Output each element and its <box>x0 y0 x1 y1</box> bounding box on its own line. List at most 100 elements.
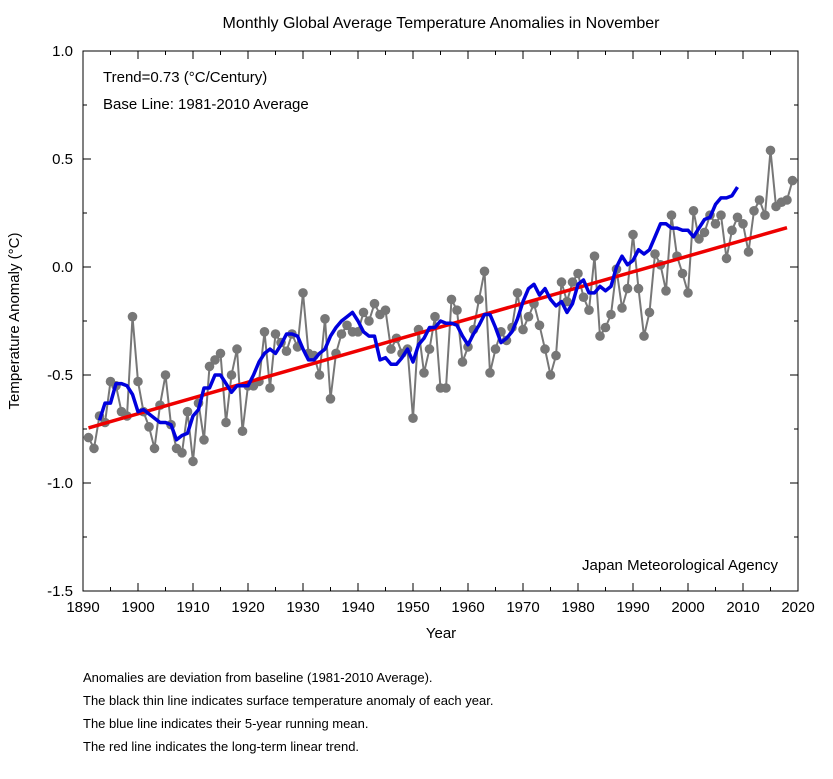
y-axis-label: Temperature Anomaly (°C) <box>6 233 23 410</box>
x-tick-label: 1890 <box>66 599 99 616</box>
annual-point <box>457 357 468 367</box>
annual-point <box>738 219 748 229</box>
footnote: The black thin line indicates surface te… <box>83 693 494 708</box>
y-tick-labels: -1.5 -1.0 -0.5 0.0 0.5 1.0 <box>47 43 73 600</box>
annual-point <box>210 355 220 365</box>
annual-point <box>628 229 638 240</box>
annual-point <box>485 368 495 378</box>
chart-title: Monthly Global Average Temperature Anoma… <box>223 15 661 32</box>
annual-point <box>419 368 429 378</box>
annual-point <box>127 311 138 322</box>
annual-point <box>221 417 231 428</box>
footnote: The red line indicates the long-term lin… <box>83 739 360 754</box>
y-tick-label: 0.5 <box>52 151 73 168</box>
x-axis-label: Year <box>426 625 456 642</box>
x-tick-label: 1950 <box>396 599 429 616</box>
annual-point <box>182 406 193 417</box>
trend-line <box>88 226 788 430</box>
annual-point <box>633 283 644 294</box>
annual-point <box>474 294 484 305</box>
annual-point <box>380 305 391 316</box>
annual-point <box>259 327 270 337</box>
x-tick-label: 2000 <box>671 599 704 616</box>
annual-point <box>424 344 435 354</box>
annual-point <box>683 288 693 298</box>
trend-annotation: Trend=0.73 (°C/Century) <box>103 69 267 86</box>
annual-point <box>298 288 308 298</box>
series-linear-trend <box>88 226 788 430</box>
annual-point <box>408 413 418 424</box>
annual-point <box>754 195 765 205</box>
annual-point <box>732 212 743 223</box>
annual-point <box>320 314 330 324</box>
annual-point <box>237 426 248 437</box>
annual-point <box>727 225 737 236</box>
x-tick-label: 1910 <box>176 599 209 616</box>
y-tick-label: 0.0 <box>52 259 73 276</box>
annual-point <box>204 361 215 372</box>
annual-point <box>721 253 732 264</box>
annual-point <box>314 370 325 380</box>
annual-point <box>545 370 556 380</box>
annual-point <box>749 206 759 216</box>
annual-point <box>699 227 710 238</box>
axis-ticks <box>82 50 799 592</box>
annual-point <box>386 344 396 354</box>
x-tick-label: 2020 <box>781 599 814 616</box>
x-tick-label: 1990 <box>616 599 649 616</box>
annual-point <box>83 432 94 443</box>
annual-point <box>149 443 160 454</box>
annual-point <box>600 322 611 333</box>
annual-point <box>694 234 704 244</box>
annual-point <box>617 303 627 313</box>
annual-point <box>133 376 143 387</box>
annual-point <box>534 320 545 331</box>
annual-point <box>523 311 534 322</box>
annual-point <box>199 435 209 445</box>
annual-point <box>787 175 798 186</box>
annual-point <box>710 219 721 229</box>
annual-point <box>188 456 198 467</box>
annual-point <box>650 249 660 259</box>
annual-point <box>160 370 171 380</box>
y-tick-label: -1.5 <box>47 583 73 600</box>
annual-point <box>782 195 792 205</box>
annual-point <box>265 383 275 393</box>
x-tick-label: 1930 <box>286 599 319 616</box>
annual-point <box>606 309 616 320</box>
x-tick-label: 1970 <box>506 599 539 616</box>
annual-point <box>666 210 677 220</box>
annual-point <box>215 348 226 359</box>
annual-point <box>232 344 242 354</box>
x-tick-label: 1960 <box>451 599 484 616</box>
annual-point <box>578 292 589 303</box>
y-tick-label: 1.0 <box>52 43 73 60</box>
annual-point <box>177 448 187 458</box>
annual-point <box>226 370 237 380</box>
annual-point <box>325 394 336 404</box>
annual-point <box>595 331 605 341</box>
x-tick-label: 1920 <box>231 599 264 616</box>
annual-point <box>716 210 726 220</box>
annual-point <box>430 311 440 322</box>
chart: Monthly Global Average Temperature Anoma… <box>6 15 815 642</box>
annual-point <box>556 277 567 287</box>
baseline-annotation: Base Line: 1981-2010 Average <box>103 96 309 113</box>
annual-point <box>270 329 281 339</box>
annual-point <box>589 251 600 261</box>
annual-point <box>760 210 770 220</box>
annual-point <box>358 307 369 318</box>
annual-point <box>573 268 583 279</box>
running-mean-line <box>97 186 739 442</box>
y-tick-label: -0.5 <box>47 367 73 384</box>
source-annotation: Japan Meteorological Agency <box>582 557 778 574</box>
y-tick-label: -1.0 <box>47 475 73 492</box>
footnote: The blue line indicates their 5-year run… <box>83 716 369 731</box>
annual-point <box>567 277 578 287</box>
annual-point <box>281 346 292 357</box>
annual-point <box>551 350 561 361</box>
x-tick-labels: 1890 1900 1910 1920 1930 1940 1950 1960 1970 1980… <box>66 599 814 616</box>
annual-point <box>446 294 457 305</box>
annual-point <box>540 344 550 354</box>
annual-point <box>765 145 776 156</box>
